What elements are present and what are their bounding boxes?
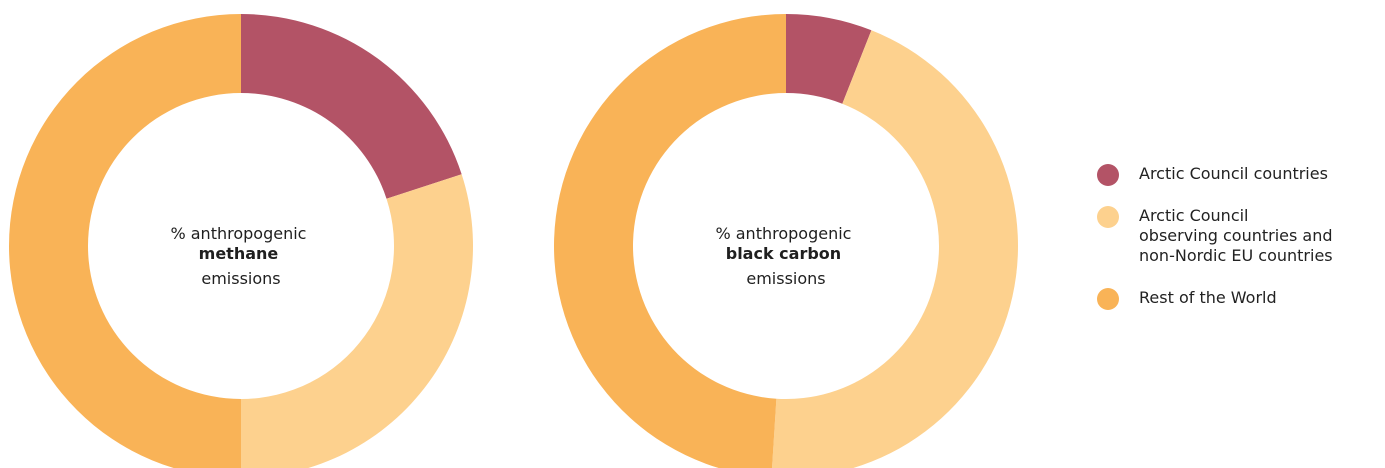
black-carbon-label-line3: emissions bbox=[746, 269, 825, 288]
legend-item-rest: Rest of the World bbox=[1097, 288, 1382, 310]
methane-slice-arctic bbox=[241, 14, 462, 199]
methane-slice-rest bbox=[9, 14, 241, 468]
black-carbon-slice-observers bbox=[772, 30, 1018, 468]
methane-label-line3: emissions bbox=[201, 269, 280, 288]
methane-label-line1: % anthropogenic bbox=[170, 224, 306, 243]
black-carbon-center-label: % anthropogenic black carbon emissions bbox=[715, 224, 856, 288]
black-carbon-label-line1: % anthropogenic bbox=[715, 224, 851, 243]
black-carbon-label-bold: black carbon bbox=[726, 244, 841, 263]
legend-item-arctic: Arctic Council countries bbox=[1097, 164, 1382, 186]
methane-center-label: % anthropogenic methane emissions bbox=[170, 224, 311, 288]
legend: Arctic Council countries Arctic Council … bbox=[1097, 164, 1382, 330]
methane-donut bbox=[9, 14, 473, 468]
methane-label-bold: methane bbox=[199, 244, 279, 263]
legend-label-rest: Rest of the World bbox=[1139, 288, 1277, 307]
black-carbon-donut bbox=[554, 14, 1018, 468]
legend-swatch-observers bbox=[1097, 206, 1119, 228]
legend-label-observers: Arctic Council observing countries and n… bbox=[1139, 206, 1333, 265]
methane-slice-observers bbox=[241, 174, 473, 468]
legend-label-arctic: Arctic Council countries bbox=[1139, 164, 1328, 183]
legend-swatch-rest bbox=[1097, 288, 1119, 310]
legend-swatch-arctic bbox=[1097, 164, 1119, 186]
legend-item-observers: Arctic Council observing countries and n… bbox=[1097, 206, 1382, 266]
black-carbon-slice-rest bbox=[554, 14, 786, 468]
black-carbon-slice-arctic bbox=[786, 14, 872, 104]
